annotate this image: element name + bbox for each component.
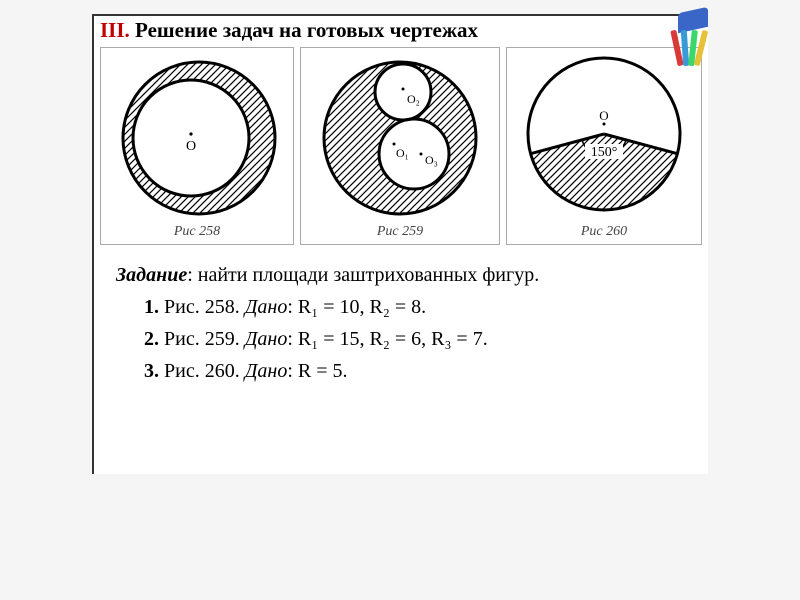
figure-259: О₂ О₁ О₃ Рис 259 [300,47,500,245]
corner-decor [658,10,714,66]
l1-num: 1. [144,296,159,318]
label-angle: 150° [591,145,618,160]
zadanie-rest: : найти площади заштрихованных фигур. [187,264,539,286]
label-O-260: О [599,108,608,123]
figure-258: О Рис 258 [100,47,294,245]
slide-page: III. Решение задач на готовых чертежах [92,14,708,474]
l1-vals: : R₁ = 10, R₂ = 8. [287,296,426,318]
title-roman: III. [100,18,130,42]
l1-dano: Дано [245,296,288,318]
label-O1: О₁ [396,146,409,160]
l2-dano: Дано [245,328,288,350]
caption-259: Рис 259 [377,224,423,240]
label-O: О [186,139,196,154]
task-line-2: 2. Рис. 259. Дано: R₁ = 15, R₂ = 6, R₃ =… [116,323,698,355]
fig-258-svg: О [107,54,287,222]
label-O3: О₃ [425,153,438,167]
figures-row: О Рис 258 [94,43,708,245]
zadanie-word: Задание [116,264,187,286]
section-title: III. Решение задач на готовых чертежах [94,16,708,43]
l3-dano: Дано [245,360,288,382]
l3-fig: Рис. 260. [164,360,240,382]
label-O2: О₂ [407,92,420,106]
l3-vals: : R = 5. [287,360,347,382]
l2-num: 2. [144,328,159,350]
l2-fig: Рис. 259. [164,328,240,350]
fig-259-svg: О₂ О₁ О₃ [307,54,493,222]
task-line-3: 3. Рис. 260. Дано: R = 5. [116,355,698,387]
fig-260-svg: О 150° [513,54,695,222]
caption-258: Рис 258 [174,224,220,240]
title-text: Решение задач на готовых чертежах [135,18,478,42]
l2-vals: : R₁ = 15, R₂ = 6, R₃ = 7. [287,328,487,350]
task-line-1: 1. Рис. 258. Дано: R₁ = 10, R₂ = 8. [116,291,698,323]
caption-260: Рис 260 [581,224,627,240]
l3-num: 3. [144,360,159,382]
l1-fig: Рис. 258. [164,296,240,318]
task-line-main: Задание: найти площади заштрихованных фи… [116,259,698,291]
figure-260: О 150° Рис 260 [506,47,702,245]
task-block: Задание: найти площади заштрихованных фи… [94,245,708,387]
